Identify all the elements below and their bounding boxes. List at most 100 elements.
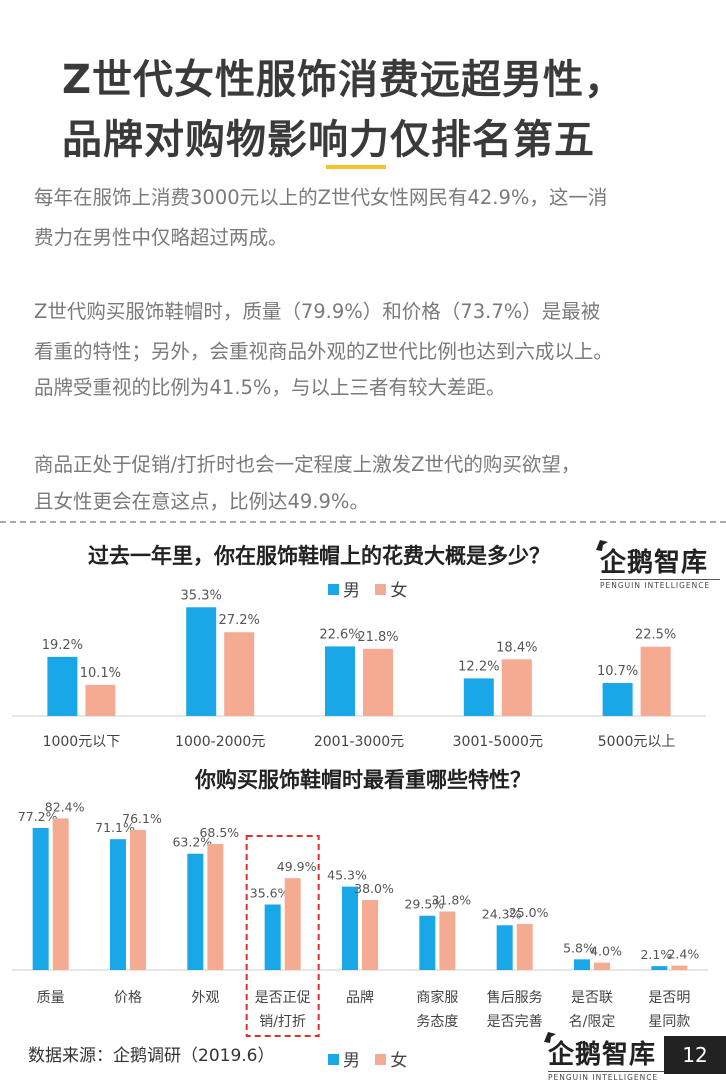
bar-female: [439, 911, 456, 970]
data-label: 2.1%: [640, 947, 672, 962]
bar-male: [463, 678, 494, 716]
bar-male: [602, 683, 633, 716]
data-label: 22.5%: [635, 628, 676, 643]
logo-name: 企鹅智库: [600, 548, 709, 578]
bar-female: [640, 646, 671, 716]
chart1-svg: 19.2% 10.1% 1000元以下 35.3% 27.2% 1000-2000元 22.…: [12, 588, 706, 750]
legend-swatch-female: [375, 584, 387, 595]
chart2-svg: 77.2%82.4% 质量 71.1%76.1% 价格 63.2%68.5% 外观 35.6…: [12, 799, 708, 1037]
title-line-2: 品牌对购物影响力仅排名第五: [62, 117, 595, 163]
data-label: 49.9%: [277, 859, 317, 874]
data-source: 数据来源：企鹅调研（2019.6）: [28, 1046, 275, 1066]
logo-subtitle: PENGUIN INTELLIGENCE: [548, 1071, 668, 1082]
data-label: 31.8%: [431, 892, 471, 907]
x-tick-label: 外观: [191, 990, 219, 1006]
logo-name: 企鹅智库: [548, 1040, 657, 1070]
bar-male: [342, 886, 358, 970]
penguin-icon: [596, 540, 608, 551]
bar-female: [516, 924, 533, 970]
data-label: 35.6%: [250, 885, 290, 900]
chart2-title: 你购买服饰鞋帽时最看重哪些特性？: [195, 768, 531, 792]
legend-label-female: 女: [390, 581, 408, 601]
bar-female: [671, 965, 688, 970]
page-title: Z世代女性服饰消费远超男性， 品牌对购物影响力仅排名第五: [62, 50, 702, 170]
legend-swatch-male: [328, 1054, 339, 1065]
data-label: 68.5%: [199, 825, 239, 840]
data-label: 45.3%: [327, 868, 367, 883]
paragraph-line: Z世代购买服饰鞋帽时，质量（79.9%）和价格（73.7%）是最被: [34, 300, 601, 323]
legend-label-male: 男: [343, 1051, 360, 1071]
data-label: 22.6%: [319, 627, 360, 642]
bar-female: [501, 659, 532, 716]
paragraph-line: 品牌受重视的比例为41.5%，与以上三者有较大差距。: [34, 376, 506, 399]
bar-male: [651, 966, 668, 970]
bar-male: [32, 827, 49, 970]
paragraph-line: 每年在服饰上消费3000元以上的Z世代女性网民有42.9%，这一消: [34, 186, 608, 209]
x-tick-label: 质量: [37, 990, 65, 1006]
data-label: 25.0%: [509, 905, 549, 920]
bar-male: [496, 925, 513, 970]
legend-label-male: 男: [343, 581, 360, 601]
chart1-title: 过去一年里，你在服饰鞋帽上的花费大概是多少？: [88, 544, 550, 568]
bar-female: [284, 878, 301, 970]
x-tick-label: 售后服务: [487, 990, 543, 1006]
data-label: 2.4%: [667, 947, 699, 962]
x-tick-label: 3001-5000元: [453, 734, 543, 750]
x-tick-label: 价格: [114, 990, 142, 1006]
data-label: 27.2%: [219, 613, 260, 628]
paragraph-line: 商品正处于促销/打折时也会一定程度上激发Z世代的购买欲望，: [34, 453, 581, 476]
x-tick-label: 品牌: [346, 989, 374, 1006]
section-divider: [0, 521, 726, 523]
logo-subtitle: PENGUIN INTELLIGENCE: [600, 579, 720, 590]
bar-male: [419, 915, 436, 970]
data-label: 82.4%: [45, 799, 85, 814]
title-line-1: Z世代女性服饰消费远超男性，: [62, 57, 626, 103]
data-label: 10.1%: [80, 666, 121, 681]
data-label: 12.2%: [458, 659, 499, 674]
data-label: 29.5%: [404, 897, 444, 912]
bar-male: [187, 853, 204, 970]
bar-male: [110, 839, 126, 970]
data-label: 35.3%: [181, 588, 222, 603]
bar-female: [362, 900, 378, 970]
bar-male: [264, 904, 281, 970]
bar-female: [207, 843, 224, 970]
x-tick-label: 1000元以下: [43, 734, 121, 750]
bar-female: [52, 818, 69, 970]
data-label: 5.8%: [563, 940, 595, 955]
data-label: 10.7%: [597, 664, 638, 679]
x-tick-label: 是否完善: [487, 1014, 543, 1030]
data-label: 71.1%: [95, 820, 135, 835]
highlight-box: [245, 835, 320, 1037]
chart2-legend: 男 女: [318, 1046, 407, 1071]
data-label: 77.2%: [18, 809, 58, 824]
x-tick-label: 商家服: [416, 989, 458, 1006]
x-tick-label: 是否明: [648, 990, 690, 1006]
data-label: 63.2%: [172, 835, 212, 850]
bar-female: [130, 829, 146, 970]
legend-swatch-male: [328, 584, 339, 595]
logo: 企鹅智库 PENGUIN INTELLIGENCE: [596, 540, 720, 594]
x-tick-label: 1000-2000元: [175, 734, 265, 750]
data-label: 38.0%: [354, 881, 394, 896]
bar-male: [325, 646, 355, 716]
title-accent-bar: [326, 165, 386, 169]
x-tick-label: 是否正促: [255, 990, 311, 1006]
x-tick-label: 名/限定: [569, 1014, 616, 1030]
paragraph-line: 费力在男性中仅略超过两成。: [34, 226, 288, 249]
bar-female: [594, 962, 610, 970]
x-tick-label: 2001-3000元: [314, 734, 404, 750]
logo-bottom: 企鹅智库 PENGUIN INTELLIGENCE: [544, 1032, 668, 1086]
bar-female: [363, 648, 393, 716]
x-tick-label: 星同款: [648, 1014, 690, 1030]
bar-male: [47, 656, 78, 716]
legend-label-female: 女: [390, 1051, 408, 1071]
bar-female: [85, 684, 116, 716]
x-tick-label: 是否联: [571, 990, 613, 1006]
x-tick-label: 5000元以上: [598, 734, 676, 750]
x-tick-label: 销/打折: [259, 1013, 306, 1030]
penguin-icon: [544, 1032, 556, 1043]
chart1-legend: 男 女: [318, 576, 407, 601]
data-label: 76.1%: [122, 811, 162, 826]
data-label: 18.4%: [496, 640, 537, 655]
